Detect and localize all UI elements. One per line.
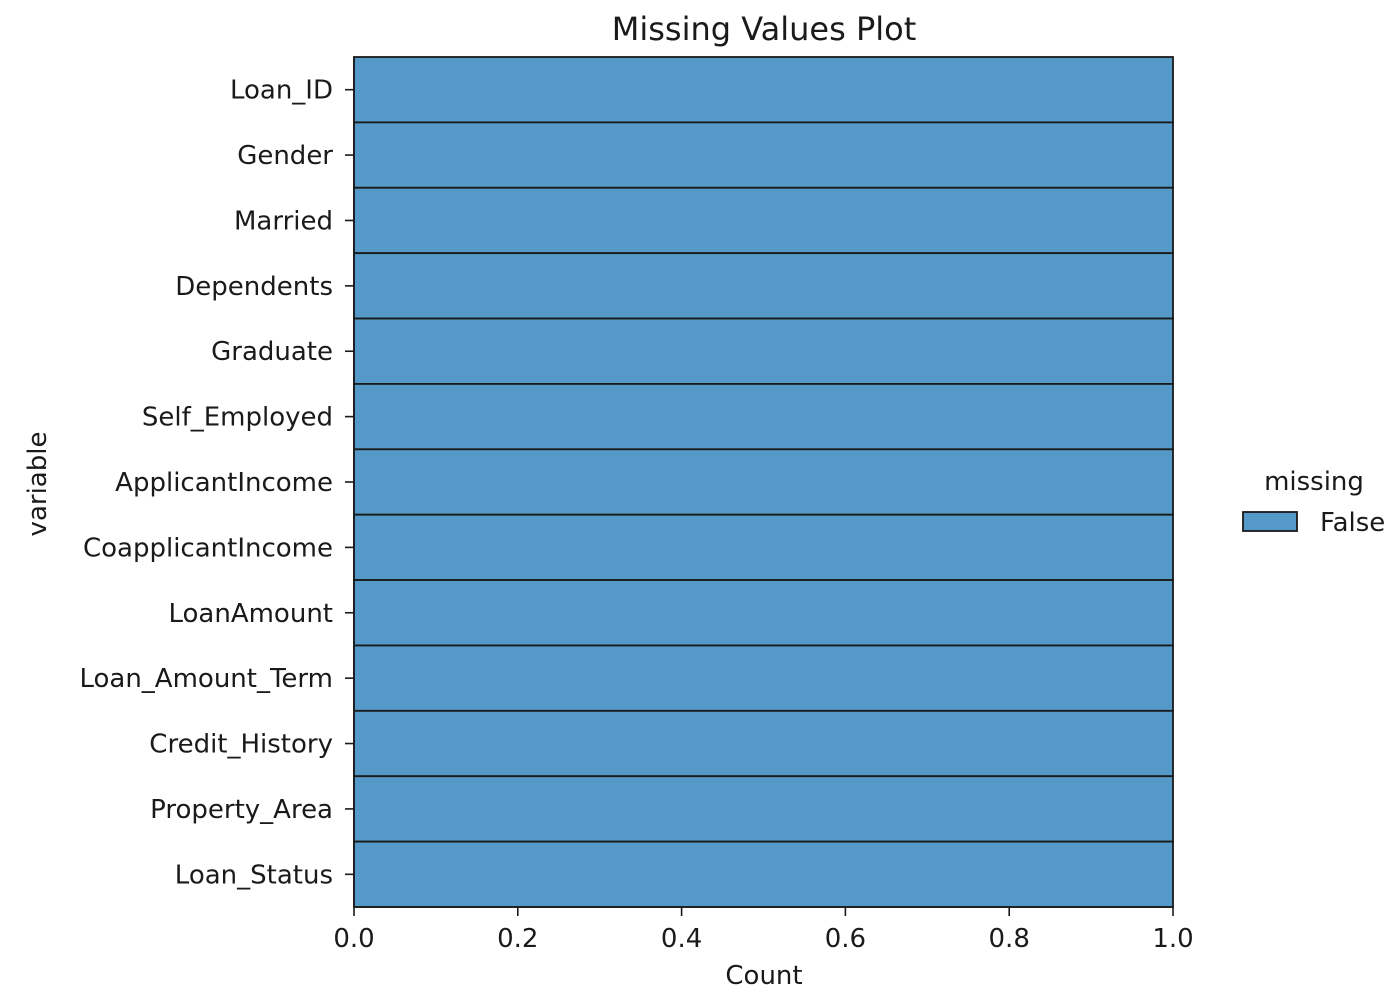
bar-credit-history-false (353, 709, 1174, 778)
y-tick-label: Loan_ID (230, 76, 333, 106)
y-tick-label: Gender (237, 141, 333, 171)
bar-self-employed-false (353, 383, 1174, 451)
legend-entries: False (1242, 508, 1385, 538)
y-tick-label: Credit_History (149, 730, 333, 760)
legend: missing False (1242, 467, 1385, 538)
legend-swatch (1242, 511, 1298, 532)
x-tick-label: 1.0 (1152, 924, 1193, 954)
bar-loan-status-false (353, 840, 1174, 908)
chart-title: Missing Values Plot (612, 10, 917, 48)
bar-loanamount-false (353, 579, 1174, 647)
bar-applicantincome-false (353, 448, 1174, 516)
y-axis-label: variable (23, 432, 53, 537)
x-tick-label: 0.4 (661, 924, 702, 954)
y-tick-label: Self_Employed (142, 403, 333, 433)
y-tick-label: Property_Area (150, 795, 333, 825)
y-tick-label: Married (234, 206, 333, 236)
bar-gender-false (353, 121, 1174, 189)
legend-title: missing (1264, 467, 1364, 497)
x-tick-label: 0.8 (989, 924, 1030, 954)
bar-loan-amount-term-false (353, 644, 1174, 712)
bar-loan-id-false (353, 56, 1174, 124)
x-tick-label: 0.2 (497, 924, 538, 954)
x-axis-label: Count (725, 961, 802, 991)
x-axis-ticks: 0.0 0.2 0.4 0.6 0.8 1.0 (333, 907, 1194, 954)
bar-graduate-false (353, 317, 1174, 385)
y-tick-label: Graduate (211, 337, 333, 367)
y-tick-label: Loan_Status (175, 860, 333, 890)
legend-label: False (1320, 508, 1385, 538)
y-tick-label: ApplicantIncome (115, 468, 333, 498)
bar-property-area-false (353, 775, 1174, 843)
bar-married-false (353, 186, 1174, 255)
y-tick-label: Loan_Amount_Term (79, 664, 333, 694)
bar-dependents-false (353, 252, 1174, 320)
y-tick-label: Dependents (175, 272, 333, 302)
x-tick-label: 0.6 (825, 924, 866, 954)
y-axis-ticks: Loan_ID Gender Married Dependents Graduate Se… (79, 76, 354, 890)
y-tick-label: LoanAmount (168, 599, 333, 629)
y-tick-label: CoapplicantIncome (83, 533, 333, 563)
bar-coapplicantincome-false (353, 513, 1174, 581)
bars-layer (353, 56, 1174, 908)
x-tick-label: 0.0 (333, 924, 374, 954)
